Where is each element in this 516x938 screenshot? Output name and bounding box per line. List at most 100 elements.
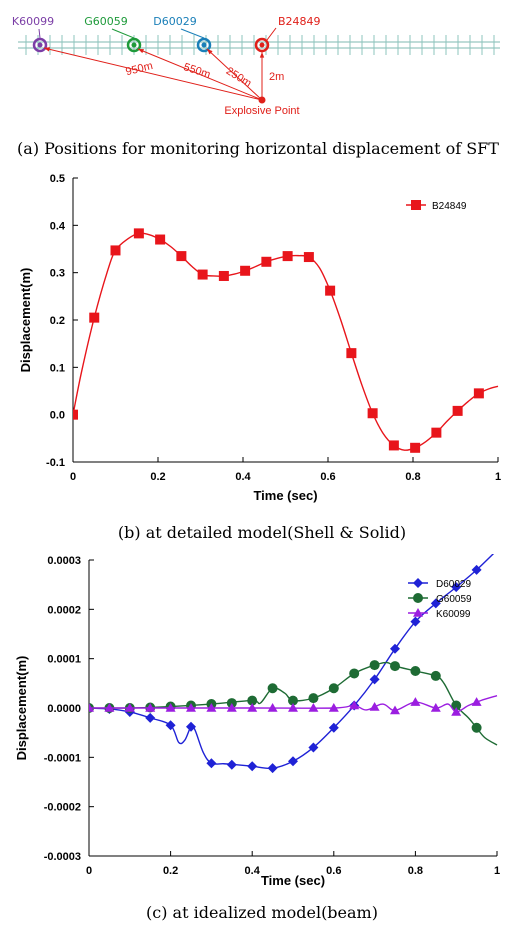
- x-tick-label: 0.2: [150, 471, 165, 483]
- data-point-b24849: [197, 269, 208, 280]
- data-point-b24849: [73, 409, 78, 420]
- caption-b: (b) at detailed model(Shell & Solid): [118, 523, 406, 542]
- y-tick-label: 0.0000: [47, 703, 81, 715]
- data-point-b24849: [261, 256, 272, 267]
- node-ring-k60099: [32, 37, 48, 53]
- node-label-b24849: B24849: [278, 15, 321, 28]
- data-point-k60099: [410, 697, 421, 706]
- data-point-b24849: [110, 245, 121, 256]
- data-point-k60099: [145, 703, 156, 712]
- legend-swatch-marker: [413, 593, 423, 603]
- data-point-g60059: [471, 722, 482, 733]
- data-point-b24849: [155, 234, 166, 245]
- node-ring-g60059: [126, 37, 142, 53]
- legend-entry-g60059: G60059: [408, 593, 472, 605]
- x-tick-label: 0.4: [235, 471, 251, 483]
- node-pointer: [180, 28, 205, 39]
- y-tick-label: 0.4: [50, 220, 66, 232]
- legend-label: B24849: [432, 201, 467, 212]
- x-tick-label: 1: [494, 865, 500, 877]
- data-point-g60059: [247, 695, 258, 706]
- series-b24849: [73, 228, 499, 453]
- data-point-d60029: [206, 758, 217, 769]
- node-ring-b24849: [254, 37, 270, 53]
- legend-swatch-marker: [413, 578, 423, 588]
- x-tick-label: 0.8: [405, 471, 420, 483]
- x-tick-label: 0: [86, 865, 92, 877]
- data-point-d60029: [308, 742, 319, 753]
- data-point-b24849: [282, 251, 293, 262]
- node-ring-d60029: [196, 37, 212, 53]
- data-point-g60059: [369, 660, 380, 671]
- data-point-b24849: [388, 440, 399, 451]
- y-tick-label: 0.0001: [47, 654, 81, 666]
- y-tick-label: -0.0001: [44, 752, 81, 764]
- position-diagram: K60099 G60059 D60029 B24849 950m 550m 250m 2m …: [12, 15, 500, 117]
- series-g60059: [89, 660, 498, 746]
- data-point-d60029: [390, 643, 400, 654]
- explosive-point-marker: [258, 96, 266, 104]
- y-tick-label: 0.5: [50, 173, 65, 185]
- legend-entry-k60099: K60099: [408, 608, 471, 620]
- data-point-g60059: [308, 693, 319, 704]
- legend-label: K60099: [436, 609, 471, 620]
- series-k60099: [89, 694, 498, 716]
- distance-ray: [206, 48, 263, 101]
- data-point-d60029: [186, 721, 196, 732]
- x-tick-label: 0: [70, 471, 76, 483]
- data-point-k60099: [267, 703, 278, 712]
- monitoring-nodes: K60099 G60059 D60029 B24849: [12, 15, 321, 53]
- x-tick-label: 0.4: [245, 865, 261, 877]
- data-point-k60099: [369, 702, 380, 711]
- x-tick-label: 0.8: [408, 865, 423, 877]
- data-point-k60099: [308, 703, 319, 712]
- data-point-b24849: [89, 312, 100, 323]
- data-point-b24849: [133, 228, 144, 239]
- data-point-k60099: [104, 703, 115, 712]
- ray-arrowhead: [44, 47, 50, 52]
- data-point-d60029: [369, 674, 380, 685]
- data-point-k60099: [349, 700, 360, 710]
- data-point-g60059: [410, 666, 421, 676]
- ray-arrowhead: [207, 49, 213, 55]
- data-point-k60099: [451, 706, 462, 716]
- y-tick-label: 0.0002: [47, 604, 81, 616]
- x-tick-label: 0.6: [320, 471, 335, 483]
- data-point-k60099: [124, 703, 135, 712]
- data-point-k60099: [328, 703, 339, 712]
- data-point-k60099: [206, 703, 217, 712]
- data-point-b24849: [367, 408, 378, 419]
- node-pointer: [266, 27, 277, 41]
- y-tick-label: -0.1: [46, 457, 65, 469]
- legend-swatch-marker: [413, 608, 423, 617]
- legend-label: D60029: [436, 579, 471, 590]
- distance-ray: [43, 47, 263, 101]
- data-point-d60029: [145, 712, 156, 723]
- data-point-g60059: [349, 668, 360, 679]
- x-axis-title: Time (sec): [253, 488, 317, 503]
- distance-label: 950m: [124, 60, 154, 78]
- data-point-b24849: [303, 252, 314, 263]
- data-point-g60059: [451, 700, 462, 711]
- data-point-d60029: [288, 756, 298, 767]
- caption-c: (c) at idealized model(beam): [146, 903, 378, 922]
- y-tick-label: 0.0: [50, 410, 65, 422]
- data-point-b24849: [410, 442, 421, 453]
- ray-arrowhead: [259, 52, 265, 58]
- data-point-g60059: [267, 683, 278, 694]
- data-point-b24849: [346, 348, 357, 359]
- tunnel-line: [18, 35, 500, 55]
- data-point-d60029: [328, 722, 339, 733]
- data-point-b24849: [473, 388, 484, 399]
- data-point-b24849: [218, 270, 229, 281]
- node-label-d60029: D60029: [153, 15, 196, 28]
- explosive-point-label: Explosive Point: [224, 105, 299, 117]
- data-point-d60029: [451, 582, 462, 593]
- data-point-b24849: [176, 251, 187, 262]
- legend-entry-d60029: D60029: [408, 578, 471, 590]
- y-axis-title: Displacement(m): [18, 268, 33, 373]
- data-point-k60099: [247, 703, 258, 712]
- data-point-k60099: [226, 703, 237, 712]
- distance-ray: [137, 48, 263, 101]
